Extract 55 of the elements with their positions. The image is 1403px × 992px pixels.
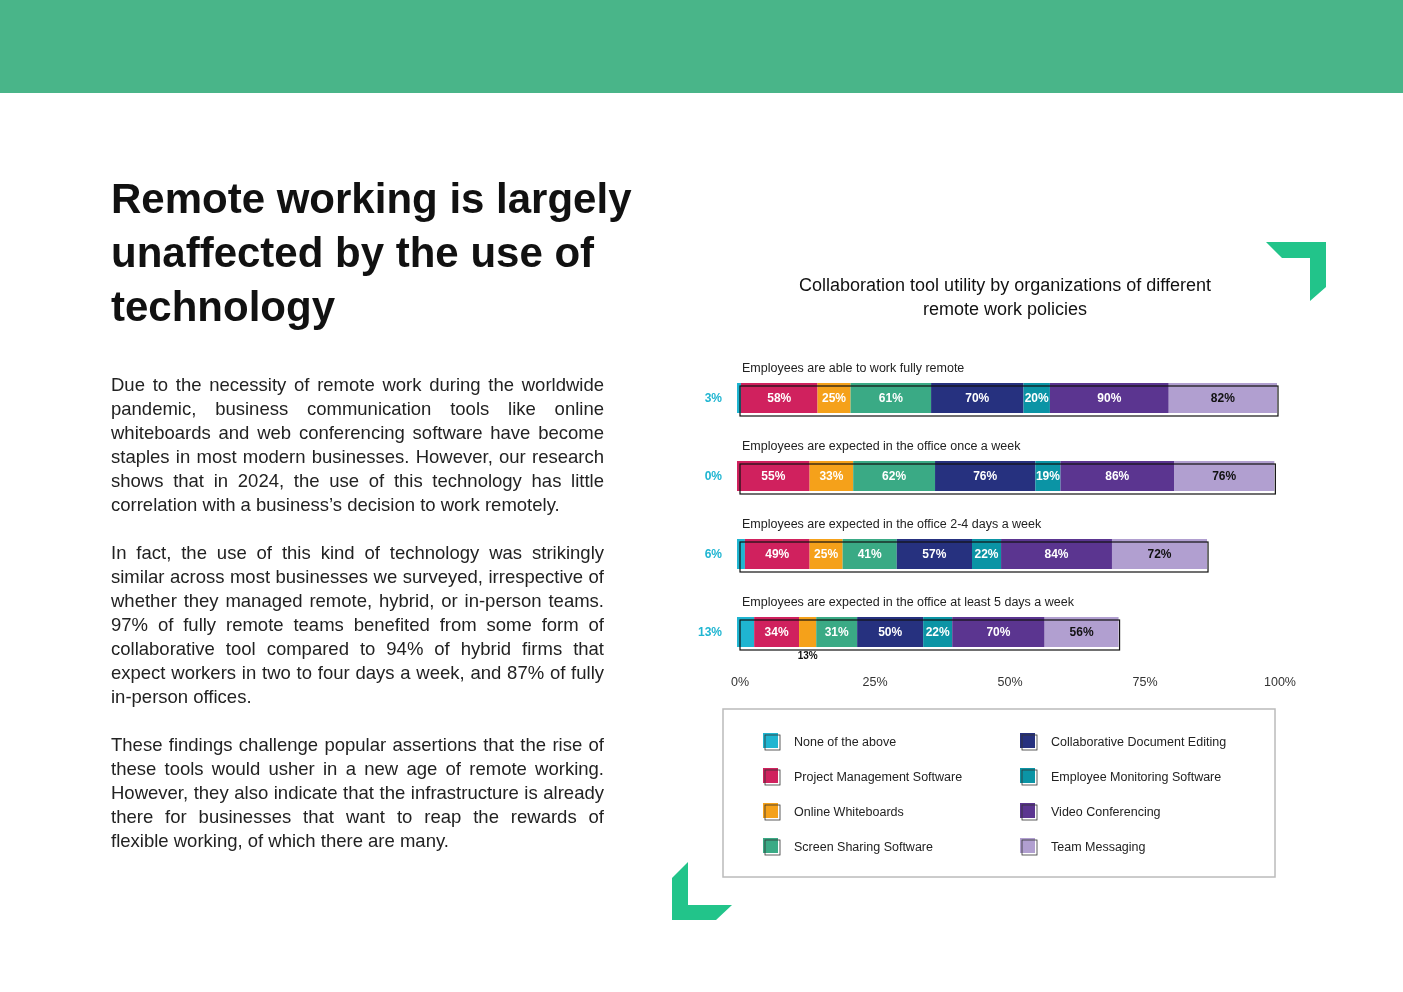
data-label: 25% xyxy=(814,547,839,561)
text: Due to the necessity of remote work during the worldwide pandemic, business communication tools like online whiteboards and web conferencing software have become staples in most modern businesses. However, our research shows that in 2024, the use of this technology has little correlation with a business’s decision to work remotely. xyxy=(111,373,604,517)
data-label: 70% xyxy=(986,625,1011,639)
bar xyxy=(799,617,817,647)
y-tick-label: Employees are expected in the office once a week xyxy=(742,439,1022,453)
text: In fact, the use of this kind of technology was strikingly similar across most businesses we surveyed, irrespective of whether they managed remote, hybrid, or in-person teams. 97% of fully remote teams benefited from some form of collaborative tool compared to 94% of hybrid firms that expect workers in two to four days a week, and 87% of fully in-person offices. xyxy=(111,541,604,709)
data-label: 19% xyxy=(1035,469,1061,483)
data-label: 72% xyxy=(1147,547,1172,561)
legend-label: Online Whiteboards xyxy=(794,805,904,819)
data-label: 84% xyxy=(1044,547,1069,561)
legend-label: Team Messaging xyxy=(1051,840,1146,854)
data-label: 50% xyxy=(878,625,903,639)
text: 75% xyxy=(1132,675,1158,689)
data-label: 58% xyxy=(767,391,792,405)
legend-label: Screen Sharing Software xyxy=(794,840,934,854)
legend-label: Project Management Software xyxy=(794,770,963,784)
data-label: 25% xyxy=(822,391,847,405)
data-label: 0% xyxy=(704,469,723,483)
data-label: 61% xyxy=(878,391,904,405)
legend-label: Video Conferencing xyxy=(1051,805,1161,819)
data-label: 22% xyxy=(925,625,951,639)
data-label: 70% xyxy=(965,391,990,405)
data-label: 90% xyxy=(1097,391,1122,405)
data-label: 13% xyxy=(797,650,818,661)
data-label: 22% xyxy=(974,547,999,561)
data-label: 31% xyxy=(824,625,850,639)
text: Remote working is largely unaffected by the use of technology xyxy=(111,175,633,330)
text: These findings challenge popular assertions that the rise of these tools would usher in a new age of remote working. However, they also indicate that the infrastructure is already there for businesses that want to reap the rewards of flexible working, of which there are many. xyxy=(111,733,604,853)
chart-subtitle: Collaboration tool utility by organizations of different remote work policies xyxy=(799,275,1211,319)
data-label: 55% xyxy=(761,469,786,483)
legend-label: Employee Monitoring Software xyxy=(1051,770,1222,784)
legend-label: None of the above xyxy=(794,735,897,749)
data-label: 86% xyxy=(1105,469,1130,483)
text: 50% xyxy=(997,675,1023,689)
y-tick-label: Employees are expected in the office at least 5 days a week xyxy=(742,595,1075,609)
data-label: 82% xyxy=(1210,391,1236,405)
data-label: 62% xyxy=(882,469,907,483)
y-tick-label: Employees are able to work fully remote xyxy=(742,361,965,375)
data-label: 76% xyxy=(973,469,998,483)
data-label: 34% xyxy=(764,625,789,639)
data-label: 41% xyxy=(857,547,883,561)
text: 0% xyxy=(730,675,750,689)
data-label: 6% xyxy=(704,547,723,561)
data-label: 20% xyxy=(1024,391,1050,405)
text: 100% xyxy=(1264,675,1296,689)
y-tick-label: Employees are expected in the office 2-4 days a week xyxy=(742,517,1042,531)
legend-label: Collaborative Document Editing xyxy=(1051,735,1227,749)
data-label: 57% xyxy=(922,547,947,561)
data-label: 49% xyxy=(765,547,790,561)
text: 25% xyxy=(862,675,888,689)
data-label: 13% xyxy=(697,625,723,639)
data-label: 76% xyxy=(1212,469,1237,483)
data-label: 3% xyxy=(704,391,723,405)
data-label: 33% xyxy=(819,469,844,483)
data-label: 56% xyxy=(1069,625,1094,639)
